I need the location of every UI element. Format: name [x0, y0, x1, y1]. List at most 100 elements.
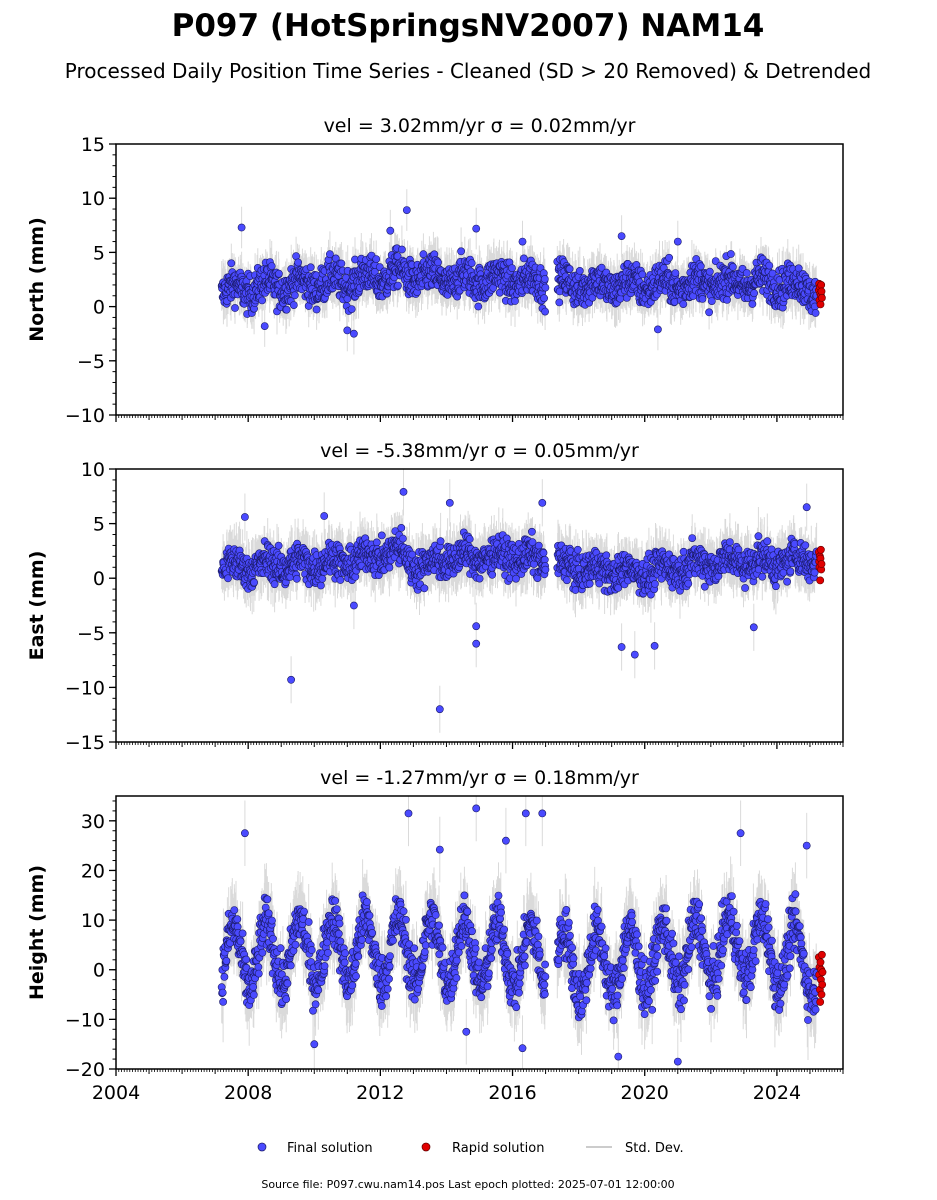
final-point: [264, 909, 273, 918]
final-point: [377, 531, 386, 540]
final-point: [372, 538, 381, 547]
final-point: [748, 300, 757, 308]
final-point: [696, 262, 705, 271]
final-point: [541, 283, 550, 292]
plot-area-north: [217, 189, 826, 355]
final-point: [320, 512, 329, 520]
final-point: [230, 906, 239, 914]
final-point: [801, 541, 810, 550]
final-point: [472, 639, 481, 648]
final-point: [472, 622, 481, 631]
final-point: [377, 1002, 386, 1010]
final-point: [468, 927, 476, 936]
final-point: [472, 224, 481, 233]
final-point: [679, 300, 688, 308]
final-point: [335, 919, 344, 928]
y-tick-label: −5: [77, 351, 105, 373]
final-point: [533, 574, 542, 582]
final-point: [311, 1000, 320, 1009]
final-point: [283, 979, 292, 988]
final-point: [465, 535, 474, 543]
final-point: [397, 524, 406, 532]
final-point: [772, 582, 780, 591]
final-point: [786, 567, 795, 576]
final-point: [343, 326, 352, 335]
final-point: [541, 307, 549, 316]
final-point: [382, 992, 390, 1001]
final-point: [434, 258, 442, 267]
final-point: [457, 942, 466, 950]
final-point: [314, 986, 323, 994]
final-point: [475, 574, 484, 583]
final-point: [654, 325, 662, 334]
y-axis-label-north: North (mm): [26, 217, 48, 342]
final-point: [274, 269, 283, 278]
final-point: [362, 898, 371, 906]
final-point: [282, 305, 291, 314]
final-point: [438, 943, 447, 952]
final-point: [435, 705, 444, 714]
final-point: [802, 503, 811, 512]
final-point: [320, 962, 329, 970]
final-point: [741, 584, 749, 592]
final-point: [723, 295, 731, 304]
final-point: [292, 574, 301, 583]
final-point: [218, 988, 227, 997]
final-point: [463, 907, 472, 916]
final-point: [475, 958, 483, 967]
final-point: [410, 995, 419, 1004]
y-axis-label-height: Height (mm): [26, 865, 48, 1000]
final-point: [286, 961, 295, 970]
final-point: [347, 305, 356, 313]
final-point: [397, 245, 406, 254]
y-tick-label: 15: [81, 134, 105, 156]
final-point: [467, 259, 476, 267]
final-point: [351, 959, 360, 968]
rapid-point: [816, 576, 825, 585]
final-point: [290, 291, 299, 300]
y-tick-label: 5: [93, 242, 105, 264]
final-point: [750, 289, 758, 298]
final-point: [431, 911, 440, 919]
final-point: [240, 513, 249, 521]
final-point: [331, 896, 340, 905]
rapid-point: [818, 293, 826, 302]
final-point: [452, 974, 461, 982]
final-point: [726, 538, 734, 546]
final-point: [393, 252, 402, 261]
final-point: [260, 322, 269, 330]
final-point: [389, 936, 397, 945]
final-point: [811, 309, 820, 317]
final-point: [237, 223, 246, 232]
final-point: [282, 995, 291, 1003]
final-point: [729, 262, 737, 271]
final-point: [742, 269, 751, 277]
final-point: [312, 305, 321, 314]
final-point: [665, 253, 673, 262]
final-point: [565, 264, 574, 273]
final-point: [421, 941, 430, 950]
figure-subtitle: Processed Daily Position Time Series - C…: [65, 59, 871, 83]
final-point: [249, 991, 258, 999]
final-point: [783, 577, 791, 586]
y-tick-label: −15: [65, 732, 105, 754]
final-point: [287, 675, 295, 684]
final-point: [414, 985, 422, 993]
final-point: [323, 948, 332, 957]
final-point: [254, 969, 263, 978]
final-point: [368, 929, 377, 937]
final-point: [727, 250, 735, 258]
final-point: [511, 297, 519, 305]
final-point: [318, 574, 327, 583]
final-point: [541, 565, 550, 574]
final-point: [383, 985, 392, 993]
final-point: [401, 915, 410, 924]
y-tick-label: 0: [93, 297, 105, 319]
final-point: [337, 259, 346, 268]
final-point: [410, 944, 419, 953]
final-point: [435, 921, 443, 930]
panels: vel = 3.02mm/yr σ = 0.02mm/yr North (mm) −…: [26, 115, 844, 1104]
final-point: [242, 955, 251, 964]
y-tick-label: 10: [81, 459, 105, 481]
